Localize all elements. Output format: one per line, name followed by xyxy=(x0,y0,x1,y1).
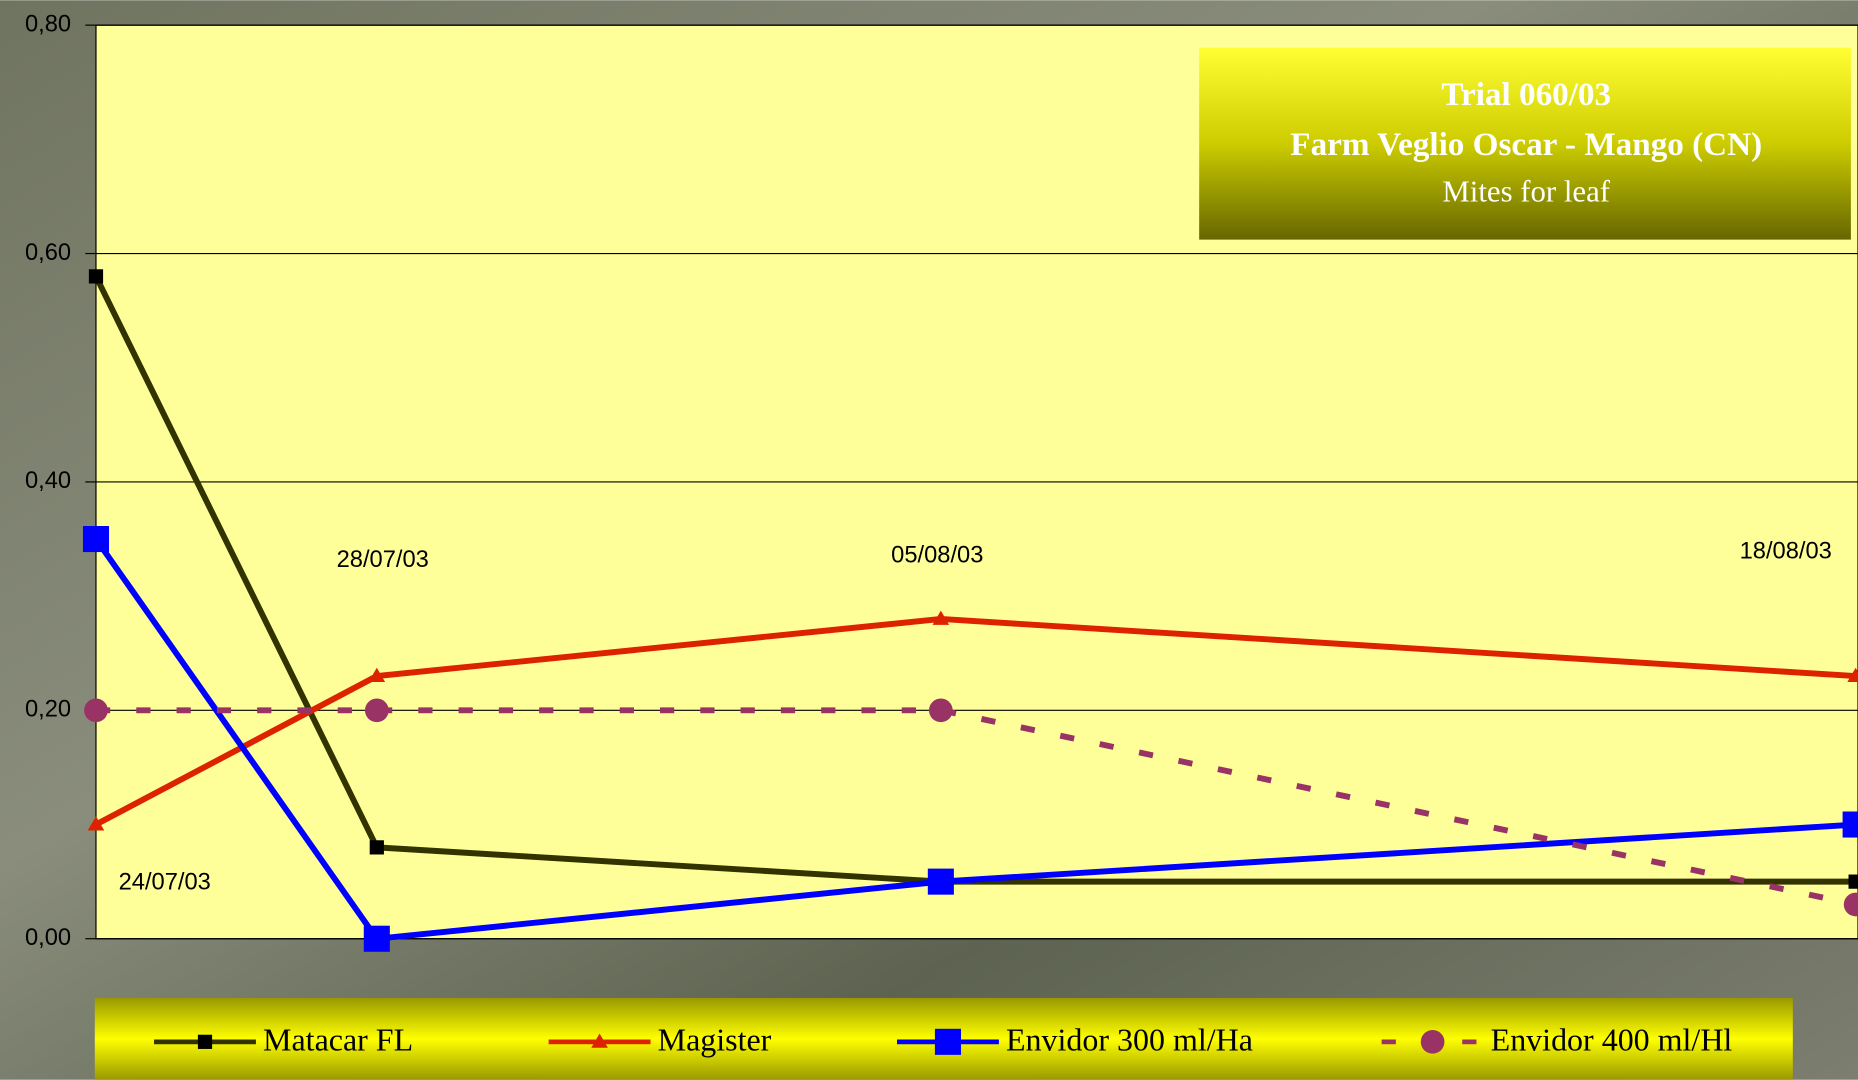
legend-label: Matacar FL xyxy=(263,1021,413,1057)
chart-subtitle: Farm Veglio Oscar - Mango (CN) xyxy=(1290,126,1762,163)
marker xyxy=(370,840,384,854)
y-tick-label: 0,20 xyxy=(25,697,71,723)
chart: Trial 060/03 Farm Veglio Oscar - Mango (… xyxy=(0,0,1858,1080)
chart-caption: Mites for leaf xyxy=(1442,175,1610,209)
legend-marker xyxy=(1421,1030,1445,1054)
y-tick-label: 0,40 xyxy=(25,468,71,494)
chart-title: Trial 060/03 xyxy=(1441,76,1611,113)
marker xyxy=(83,526,109,552)
marker xyxy=(89,269,103,283)
marker xyxy=(364,926,390,952)
y-tick-label: 0,60 xyxy=(25,240,71,266)
legend-label: Magister xyxy=(658,1021,772,1057)
marker xyxy=(365,698,389,722)
marker xyxy=(929,698,953,722)
marker xyxy=(928,869,954,895)
legend-marker xyxy=(198,1035,212,1049)
y-tick-label: 0,00 xyxy=(25,925,71,951)
y-tick-label: 0,80 xyxy=(25,11,71,37)
marker xyxy=(84,698,108,722)
marker xyxy=(1843,812,1858,838)
x-category-label: 24/07/03 xyxy=(119,869,211,895)
marker xyxy=(1849,875,1858,889)
x-category-label: 05/08/03 xyxy=(891,542,983,568)
legend-label: Envidor 300 ml/Ha xyxy=(1006,1021,1253,1057)
legend-label: Envidor 400 ml/Hl xyxy=(1491,1021,1733,1057)
x-category-label: 18/08/03 xyxy=(1740,539,1832,565)
legend-marker xyxy=(935,1029,961,1055)
x-category-label: 28/07/03 xyxy=(337,547,429,573)
